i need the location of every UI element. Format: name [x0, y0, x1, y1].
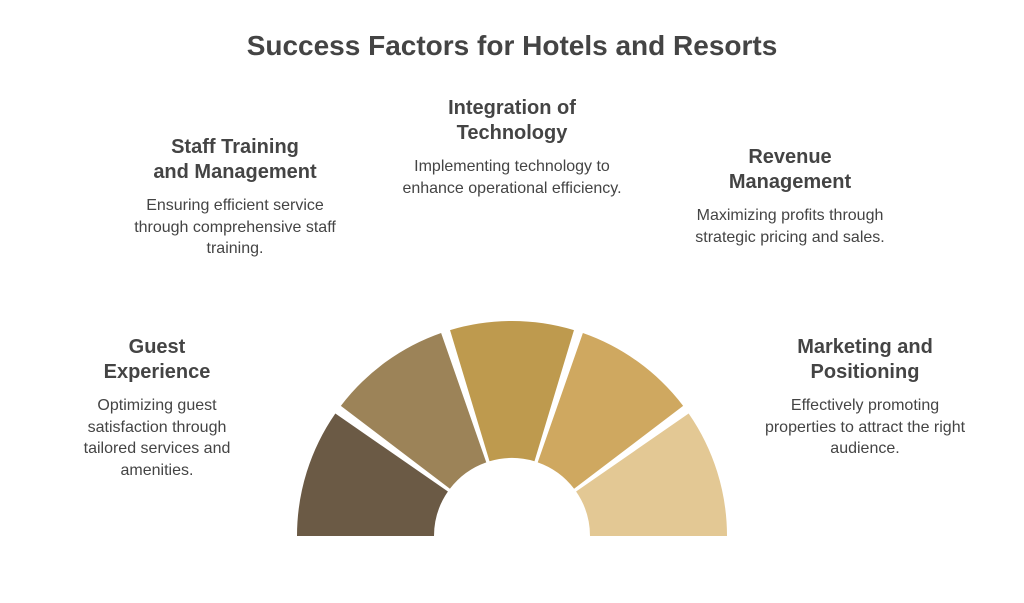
page-title: Success Factors for Hotels and Resorts — [0, 30, 1024, 62]
label-desc-marketing: Effectively promoting properties to attr… — [760, 395, 970, 460]
label-desc-revenue: Maximizing profits through strategic pri… — [680, 205, 900, 248]
label-title-guest: Guest Experience — [62, 335, 252, 385]
label-title-marketing: Marketing and Positioning — [760, 335, 970, 385]
label-revenue: Revenue Management Maximizing profits thr… — [680, 145, 900, 248]
label-desc-staff: Ensuring efficient service through compr… — [130, 195, 340, 260]
label-desc-tech: Implementing technology to enhance opera… — [402, 156, 622, 199]
label-title-revenue: Revenue Management — [680, 145, 900, 195]
label-title-staff: Staff Training and Management — [130, 135, 340, 185]
label-tech: Integration of Technology Implementing te… — [402, 96, 622, 199]
label-desc-guest: Optimizing guest satisfaction through ta… — [62, 395, 252, 481]
semi-donut-chart — [297, 321, 727, 543]
label-marketing: Marketing and Positioning Effectively pro… — [760, 335, 970, 460]
label-staff: Staff Training and Management Ensuring ef… — [130, 135, 340, 260]
label-title-tech: Integration of Technology — [402, 96, 622, 146]
donut-svg — [297, 321, 727, 538]
label-guest: Guest Experience Optimizing guest satisfa… — [62, 335, 252, 481]
